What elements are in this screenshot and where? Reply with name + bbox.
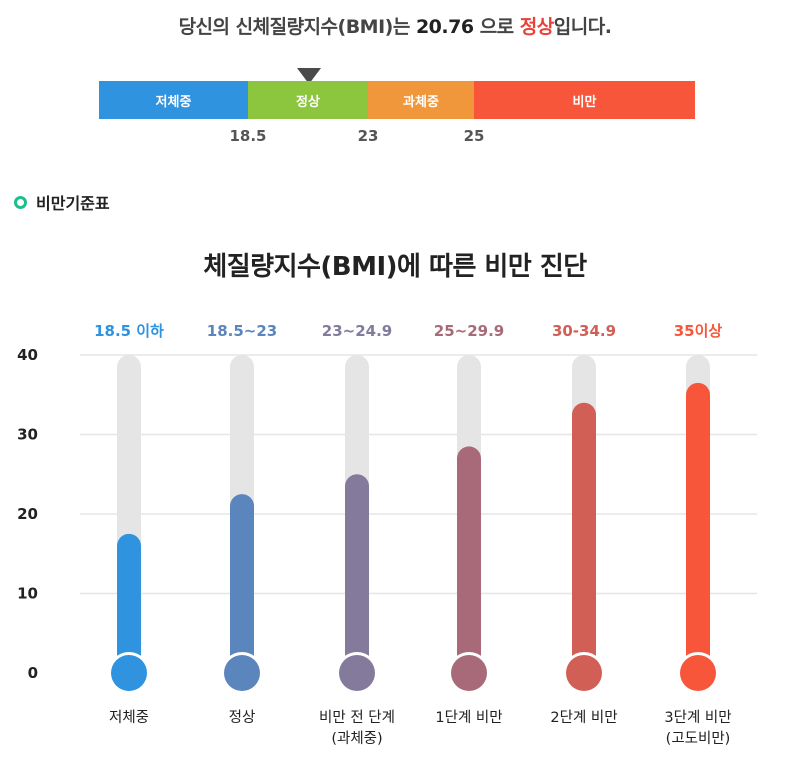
chart-title: 체질량지수(BMI)에 따른 비만 진단 (203, 252, 587, 282)
section-title: 비만기준표 (36, 194, 110, 213)
thermometer-bulb (451, 655, 487, 691)
category-label: (과체중) (331, 730, 382, 747)
y-tick-label: 10 (17, 585, 38, 603)
threshold-label: 25 (463, 127, 485, 145)
bmi-value: 20.76 (415, 16, 474, 38)
range-label: 30-34.9 (552, 322, 616, 340)
category-label: 저체중 (109, 709, 149, 726)
thermometer-bulb (680, 655, 716, 691)
range-label: 18.5 이하 (94, 322, 164, 340)
range-label: 23~24.9 (322, 322, 392, 340)
bmi-status: 정상 (519, 16, 554, 38)
y-tick-label: 30 (17, 426, 38, 444)
range-label: 35이상 (674, 322, 723, 340)
bmi-scale-bar: 저체중 정상 과체중 비만 (99, 81, 695, 119)
range-label: 25~29.9 (434, 322, 504, 340)
thermometer-bar (457, 446, 481, 673)
thermometer-bar (345, 474, 369, 673)
y-tick-label: 40 (17, 346, 38, 364)
category-label: 2단계 비만 (550, 709, 617, 726)
range-label: 18.5~23 (207, 322, 277, 340)
result-suffix: 입니다. (553, 16, 612, 38)
result-middle: 으로 (479, 16, 514, 38)
bmi-result-sentence: 당신의 신체질량지수(BMI)는 20.76 으로 정상입니다. (0, 12, 790, 39)
section-header: 비만기준표 (14, 190, 110, 214)
scale-segment-normal: 정상 (248, 81, 368, 119)
thermometer-bulb (339, 655, 375, 691)
bmi-pointer-icon (297, 68, 321, 84)
thermometer-bulb (224, 655, 260, 691)
thermometer-bar (686, 382, 710, 673)
result-prefix: 당신의 신체질량지수(BMI)는 (178, 16, 411, 38)
category-label: (고도비만) (666, 730, 731, 747)
circle-bullet-icon (14, 195, 27, 209)
thermometer-bar (117, 533, 141, 673)
y-tick-label: 20 (17, 505, 38, 523)
category-label: 정상 (229, 709, 256, 726)
thermometer-bulb (111, 655, 147, 691)
thermometer-bar (572, 402, 596, 673)
y-tick-label: 0 (28, 664, 38, 682)
thermometer-bulb (566, 655, 602, 691)
threshold-label: 18.5 (229, 127, 267, 145)
category-label: 1단계 비만 (435, 709, 502, 726)
scale-segment-obese: 비만 (474, 81, 695, 119)
category-label: 비만 전 단계 (319, 709, 395, 726)
thermometer-bar (230, 494, 254, 673)
scale-segment-underweight: 저체중 (99, 81, 248, 119)
category-label: 3단계 비만 (664, 709, 731, 726)
scale-segment-overweight: 과체중 (368, 81, 474, 119)
threshold-label: 23 (357, 127, 379, 145)
